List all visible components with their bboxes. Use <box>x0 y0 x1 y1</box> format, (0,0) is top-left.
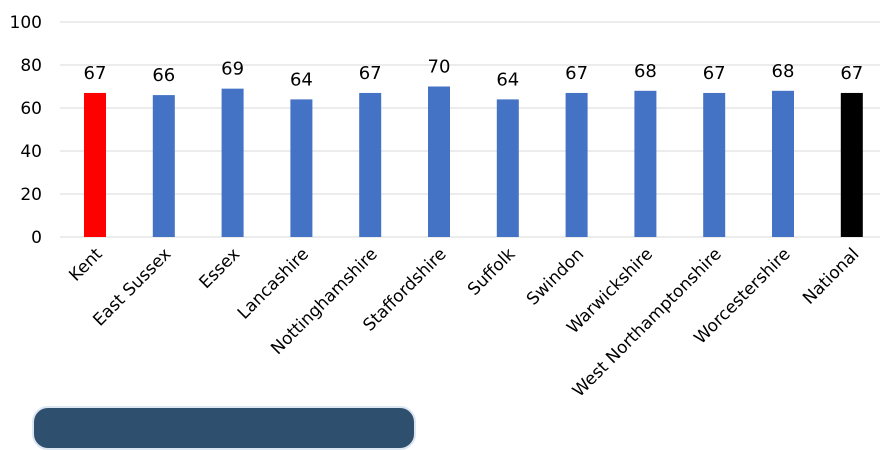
bar <box>772 90 794 237</box>
data-labels: 67 66 69 64 67 70 64 67 68 67 68 67 <box>84 57 864 91</box>
bar <box>428 86 450 237</box>
y-tick-label: 100 <box>10 13 42 33</box>
bar <box>565 92 588 237</box>
data-label: 68 <box>772 61 795 82</box>
data-label: 67 <box>840 63 863 84</box>
bar <box>152 95 175 237</box>
data-label: 67 <box>565 63 588 84</box>
data-label: 68 <box>634 61 657 82</box>
y-tick-label: 0 <box>31 228 42 248</box>
y-tick-label: 40 <box>20 142 42 162</box>
gridlines <box>60 21 880 238</box>
bar <box>496 99 519 238</box>
bar-chart: 0 20 40 60 80 100 67 66 69 64 67 70 64 67 68 67 68 67 Ke… <box>10 13 880 401</box>
x-category-label: Suffolk <box>464 244 519 299</box>
data-label: 70 <box>428 57 451 78</box>
x-category-label: Kent <box>65 244 106 285</box>
x-category-label: Essex <box>196 244 245 293</box>
data-label: 67 <box>84 63 107 84</box>
y-tick-label: 20 <box>20 185 42 205</box>
bar <box>359 92 382 237</box>
bar <box>703 92 726 237</box>
bar <box>84 92 106 237</box>
data-label: 64 <box>496 69 519 90</box>
data-label: 67 <box>703 63 726 84</box>
bar <box>221 88 244 238</box>
y-tick-label: 60 <box>20 99 42 119</box>
x-category-label: Swindon <box>523 244 588 309</box>
x-category-label: National <box>799 244 863 308</box>
data-label: 69 <box>221 59 244 80</box>
data-label: 66 <box>152 65 175 86</box>
bar <box>840 92 863 237</box>
bar <box>634 90 657 237</box>
data-label: 67 <box>359 63 382 84</box>
y-tick-label: 80 <box>20 56 42 76</box>
y-axis-tick-labels: 0 20 40 60 80 100 <box>10 13 42 248</box>
bars <box>84 86 863 238</box>
bar <box>290 99 313 238</box>
data-label: 64 <box>290 69 313 90</box>
overlay-panel <box>32 406 416 450</box>
